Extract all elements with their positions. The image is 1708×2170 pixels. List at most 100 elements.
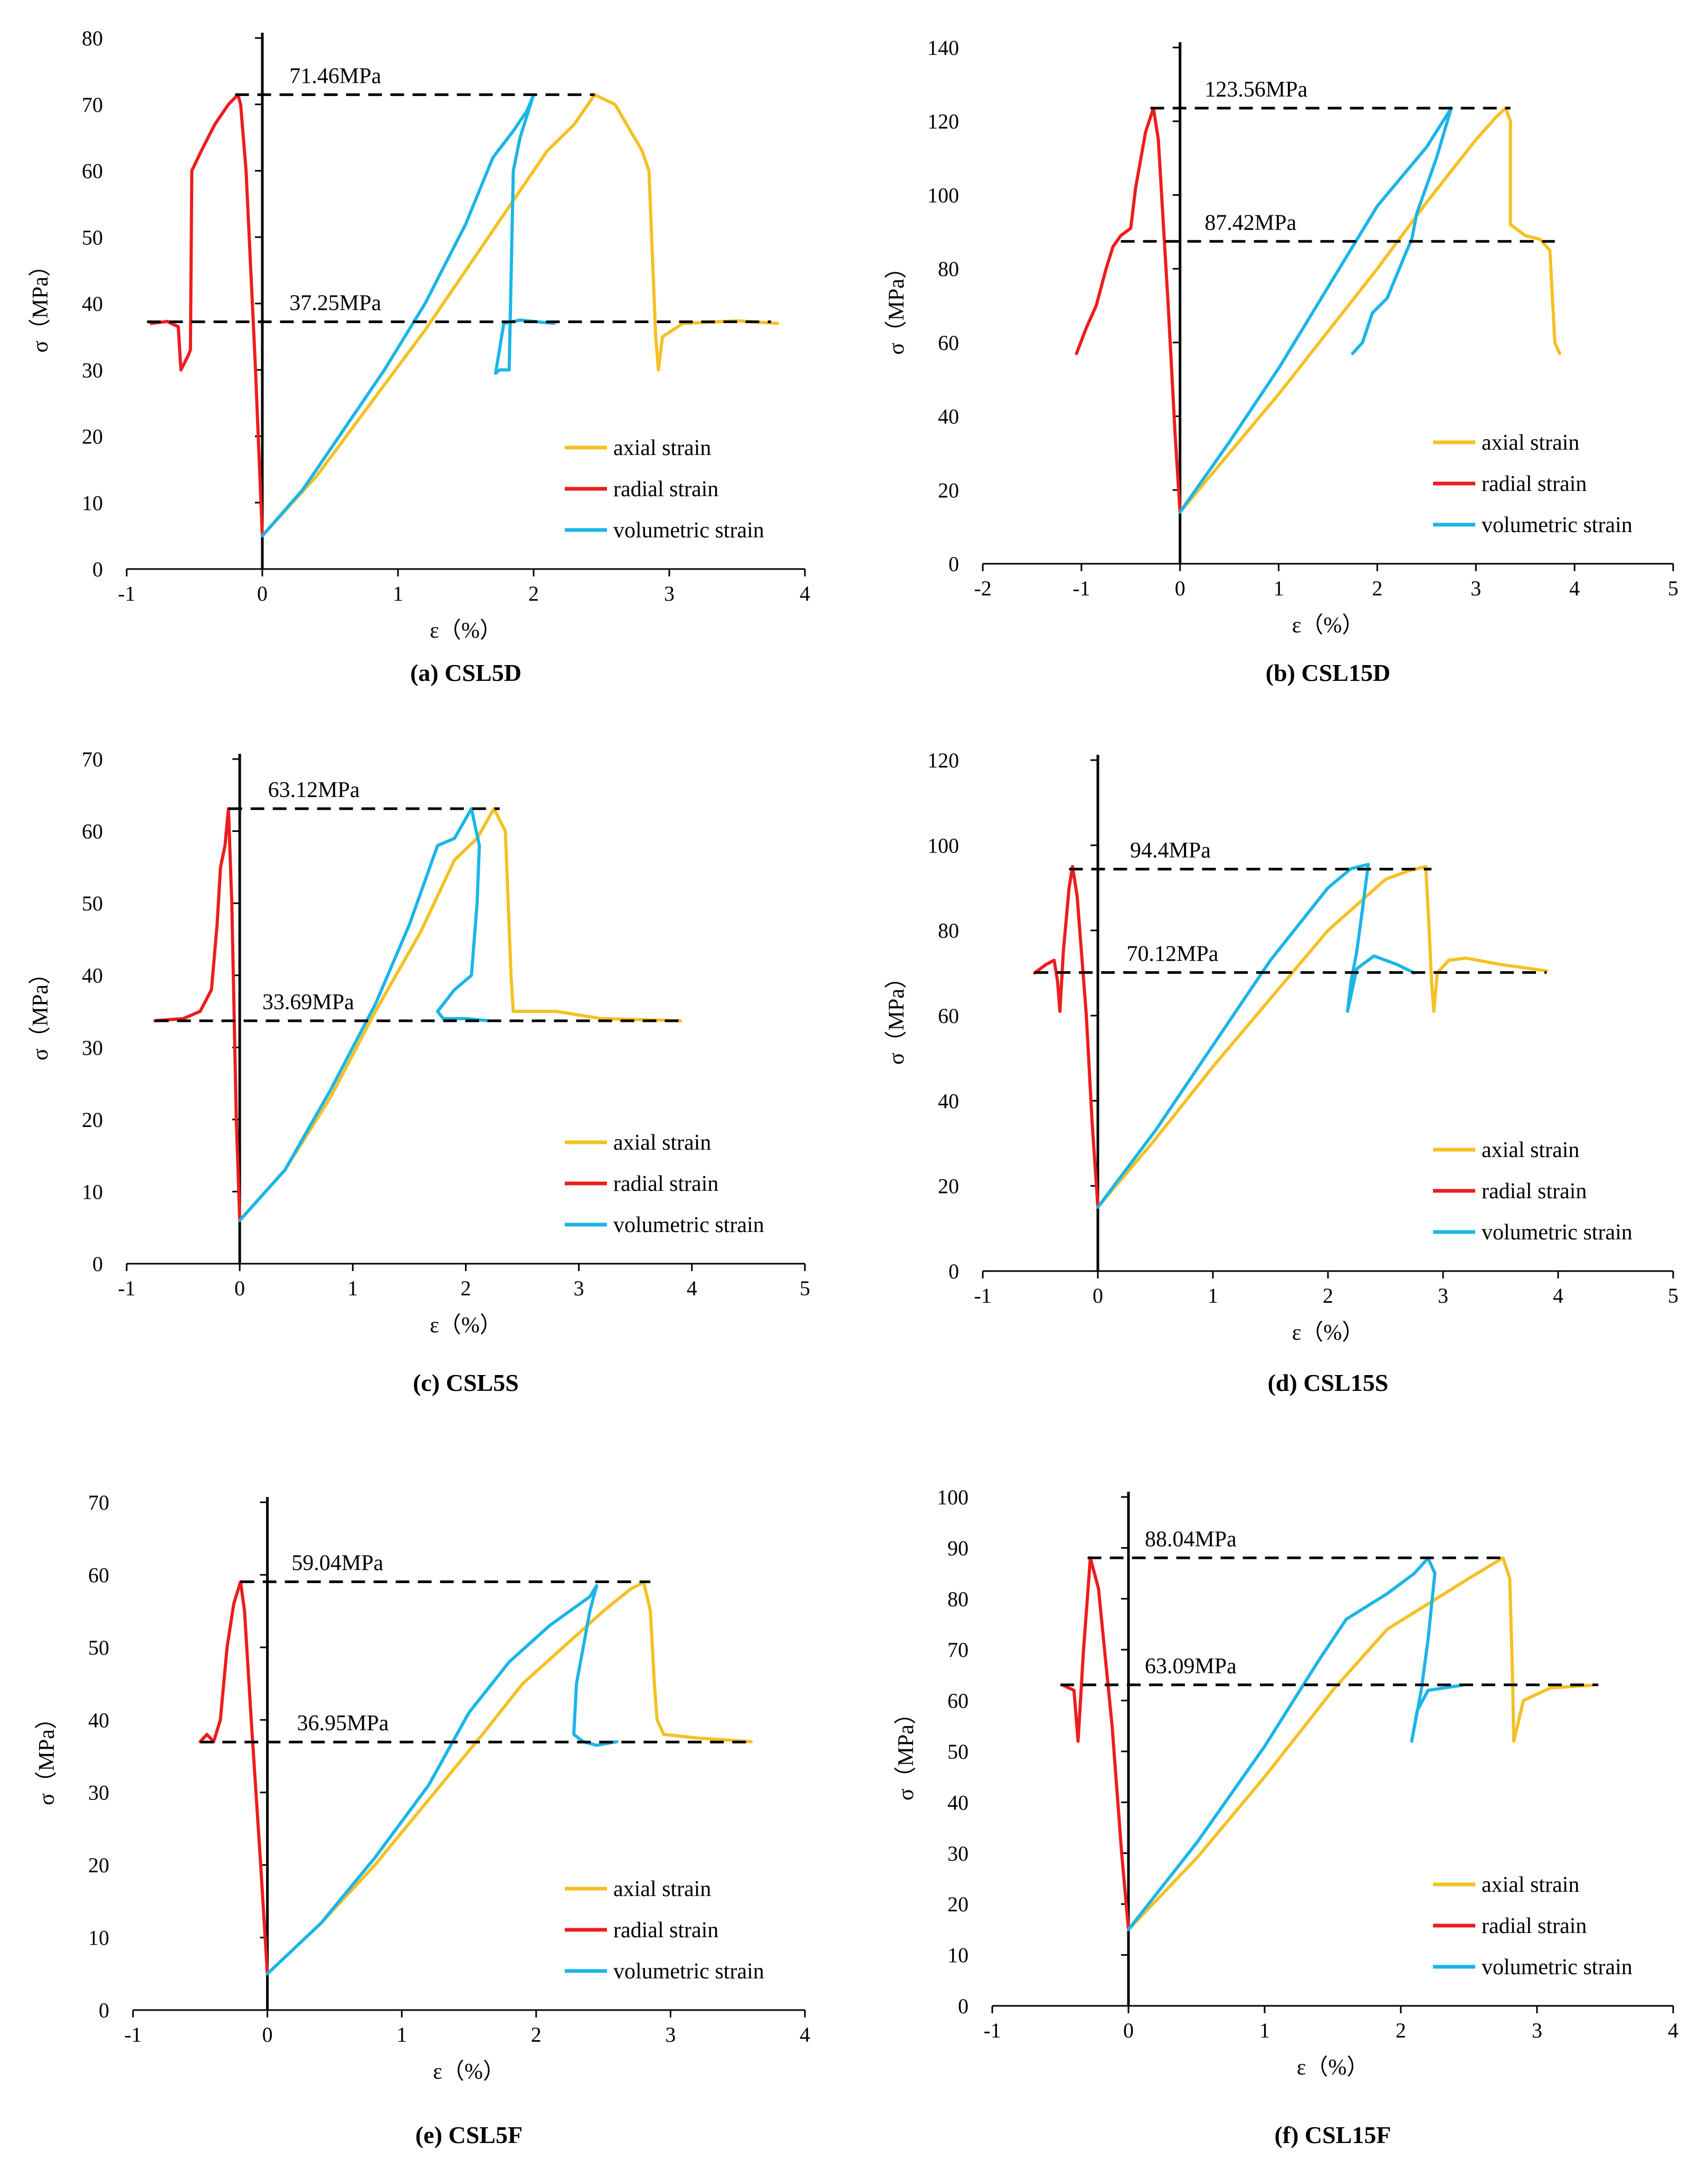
y-tick-label: 10 <box>82 1180 103 1204</box>
series-line-axial-strain <box>1096 865 1549 1209</box>
reference-label: 87.42MPa <box>1204 211 1296 235</box>
series-line-axial-strain <box>265 1580 753 1976</box>
series-line-volumetric-strain <box>1178 106 1453 514</box>
x-tick-label: 1 <box>393 582 403 605</box>
y-tick-label: 80 <box>938 919 959 943</box>
y-tick-label: 60 <box>82 820 103 844</box>
y-tick-label: 60 <box>938 331 959 355</box>
y-tick-label: 30 <box>88 1781 109 1805</box>
x-tick-label: 3 <box>1532 2019 1542 2042</box>
x-tick-label: 0 <box>262 2023 273 2046</box>
series-line-axial-strain <box>261 93 780 538</box>
x-tick-label: 4 <box>1553 1284 1563 1307</box>
y-tick-label: 90 <box>947 1536 969 1560</box>
panel-caption: (a) CSL5D <box>410 659 521 686</box>
reference-label: 94.4MPa <box>1130 839 1211 863</box>
x-tick-label: -1 <box>118 1276 135 1300</box>
y-tick-label: 20 <box>88 1853 109 1877</box>
series-line-volumetric-strain <box>238 807 490 1223</box>
y-tick-label: 0 <box>948 1259 959 1283</box>
legend-label-axial-strain: axial strain <box>1482 431 1579 455</box>
panel-caption: (c) CSL5S <box>413 1369 519 1396</box>
x-tick-label: 4 <box>687 1276 697 1300</box>
y-tick-label: 40 <box>88 1708 109 1732</box>
series-line-axial-strain <box>1178 106 1562 514</box>
x-tick-label: 5 <box>1668 1284 1678 1307</box>
y-axis-label: σ（MPa） <box>885 966 909 1065</box>
y-tick-label: 70 <box>82 747 103 771</box>
y-axis-label: σ（MPa） <box>885 257 909 355</box>
y-tick-label: 60 <box>947 1689 969 1713</box>
y-tick-label: 40 <box>938 1089 959 1113</box>
reference-label: 70.12MPa <box>1127 942 1219 966</box>
y-tick-label: 30 <box>82 358 103 382</box>
x-tick-label: 3 <box>1470 576 1481 600</box>
y-tick-label: 60 <box>82 159 103 183</box>
panel-caption: (d) CSL15S <box>1268 1369 1389 1396</box>
x-tick-label: 1 <box>347 1276 358 1300</box>
series-line-axial-strain <box>1127 1556 1593 1931</box>
x-tick-label: 2 <box>531 2023 542 2046</box>
y-tick-label: 30 <box>947 1842 969 1865</box>
y-tick-label: 20 <box>82 425 103 449</box>
x-tick-label: 0 <box>1093 1284 1103 1307</box>
panel-e: -1 0 1 2 3 4010203040506070ε（%）σ（MPa）59.04MPa… <box>35 1491 810 2148</box>
x-tick-label: -1 <box>974 1284 991 1307</box>
x-axis-label: ε（%） <box>433 2060 505 2084</box>
x-tick-label: 4 <box>800 582 810 605</box>
y-tick-label: 40 <box>947 1790 969 1814</box>
y-tick-label: 50 <box>88 1636 109 1660</box>
y-tick-label: 50 <box>947 1740 969 1764</box>
x-axis-label: ε（%） <box>430 1313 502 1338</box>
x-tick-label: 0 <box>1175 576 1185 600</box>
x-tick-label: -1 <box>983 2019 1001 2042</box>
panel-a: -1 0 1 2 3 401020304050607080ε（%）σ（MPa）71.46M… <box>29 26 810 686</box>
x-tick-label: -1 <box>1073 576 1090 600</box>
reference-label: 63.12MPa <box>268 778 360 802</box>
legend-label-axial-strain: axial strain <box>613 1877 711 1901</box>
x-tick-label: 1 <box>1259 2019 1270 2042</box>
legend-label-radial-strain: radial strain <box>1482 1179 1587 1204</box>
y-tick-label: 80 <box>947 1587 969 1611</box>
y-tick-label: 20 <box>82 1108 103 1132</box>
x-tick-label: 3 <box>664 582 675 605</box>
series-line-radial-strain <box>1061 1556 1130 1931</box>
legend-label-axial-strain: axial strain <box>1482 1873 1579 1897</box>
y-tick-label: 0 <box>92 557 103 581</box>
legend-label-radial-strain: radial strain <box>613 1918 718 1942</box>
series-line-axial-strain <box>238 807 682 1223</box>
x-tick-label: 5 <box>1668 576 1678 600</box>
y-tick-label: 70 <box>88 1491 109 1514</box>
y-tick-label: 10 <box>947 1944 969 1967</box>
legend-label-axial-strain: axial strain <box>1482 1138 1579 1162</box>
legend-label-volumetric-strain: volumetric strain <box>1482 513 1633 537</box>
series-line-radial-strain <box>153 807 242 1223</box>
x-tick-label: 3 <box>665 2023 676 2046</box>
x-axis-label: ε（%） <box>1297 2055 1369 2080</box>
y-tick-label: 0 <box>948 552 959 576</box>
x-tick-label: 2 <box>1396 2019 1406 2042</box>
x-tick-label: 0 <box>1123 2019 1134 2042</box>
x-tick-label: 4 <box>1668 2019 1678 2042</box>
y-tick-label: 70 <box>82 93 103 117</box>
y-tick-label: 60 <box>88 1563 109 1587</box>
y-tick-label: 70 <box>947 1638 969 1662</box>
reference-label: 37.25MPa <box>289 291 381 316</box>
legend-label-volumetric-strain: volumetric strain <box>613 1213 764 1237</box>
x-tick-label: -2 <box>974 576 991 600</box>
x-tick-label: 2 <box>1323 1284 1333 1307</box>
panel-caption: (b) CSL15D <box>1266 659 1390 686</box>
reference-label: 88.04MPa <box>1145 1527 1237 1551</box>
x-tick-label: 3 <box>1438 1284 1448 1307</box>
x-tick-label: 1 <box>1274 576 1284 600</box>
legend-label-volumetric-strain: volumetric strain <box>1482 1955 1633 1979</box>
legend-label-radial-strain: radial strain <box>613 1172 718 1196</box>
y-axis-label: σ（MPa） <box>894 1702 918 1801</box>
y-tick-label: 120 <box>927 110 959 134</box>
y-tick-label: 60 <box>938 1004 959 1028</box>
y-tick-label: 100 <box>927 833 959 857</box>
reference-label: 123.56MPa <box>1204 78 1307 102</box>
x-tick-label: 1 <box>1208 1284 1218 1307</box>
panel-b: -2 -1 0 1 2 3 4 5 0 20 40 60 80 100 120 140 ε（%） σ（MPa） 12… <box>885 36 1678 686</box>
